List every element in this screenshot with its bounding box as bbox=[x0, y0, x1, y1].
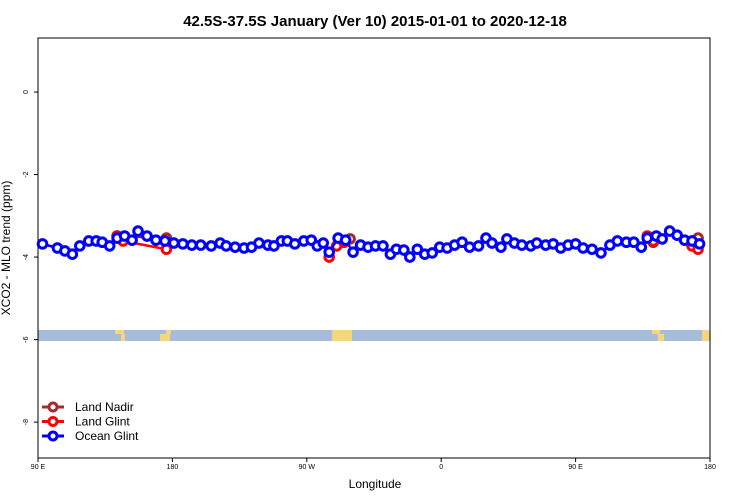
legend-label: Land Glint bbox=[75, 415, 130, 429]
point bbox=[486, 237, 498, 249]
point bbox=[177, 238, 189, 250]
point bbox=[595, 247, 607, 259]
chart-title: 42.5S-37.5S January (Ver 10) 2015-01-01 … bbox=[183, 13, 567, 30]
point bbox=[220, 240, 232, 252]
point bbox=[289, 238, 301, 250]
x-tick-label: 90 W bbox=[299, 464, 316, 471]
point bbox=[141, 230, 153, 242]
plot-frame bbox=[37, 37, 711, 459]
point bbox=[377, 240, 389, 252]
point bbox=[229, 241, 241, 253]
point bbox=[516, 239, 528, 251]
surface-strip bbox=[38, 330, 710, 341]
x-tick-label: 180 bbox=[704, 464, 716, 471]
x-tick-label: 0 bbox=[439, 464, 443, 471]
point bbox=[495, 241, 507, 253]
series-line bbox=[117, 236, 698, 238]
point bbox=[66, 248, 79, 260]
point bbox=[186, 239, 198, 251]
point bbox=[317, 237, 330, 249]
point bbox=[635, 241, 648, 253]
x-tick-label: 180 bbox=[167, 464, 179, 471]
legend-label: Ocean Glint bbox=[75, 429, 139, 443]
point bbox=[628, 236, 640, 249]
x-axis-label: Longitude bbox=[349, 477, 402, 491]
point bbox=[656, 233, 669, 245]
y-tick-label: 0 bbox=[23, 90, 30, 94]
point bbox=[641, 232, 654, 244]
legend-marker bbox=[47, 401, 59, 413]
point bbox=[577, 242, 589, 254]
y-tick-label: -4 bbox=[23, 254, 30, 260]
legend-label: Land Nadir bbox=[75, 400, 134, 414]
point bbox=[671, 229, 683, 242]
point bbox=[205, 240, 218, 252]
point bbox=[168, 237, 180, 249]
point bbox=[347, 246, 359, 258]
y-axis-label: XCO2 - MLO trend (ppm) bbox=[0, 181, 13, 316]
point bbox=[36, 238, 49, 250]
point bbox=[268, 240, 280, 252]
point bbox=[253, 237, 265, 249]
x-tick-label: 90 E bbox=[31, 464, 46, 471]
legend-marker bbox=[47, 416, 59, 427]
point bbox=[339, 234, 352, 246]
point bbox=[194, 239, 207, 251]
point bbox=[456, 236, 468, 249]
point bbox=[463, 241, 476, 253]
point bbox=[530, 237, 543, 249]
x-tick-label: 90 E bbox=[568, 464, 583, 471]
point bbox=[150, 234, 162, 246]
point bbox=[159, 235, 171, 247]
point bbox=[693, 238, 706, 250]
point bbox=[126, 234, 138, 246]
point bbox=[323, 246, 336, 258]
y-tick-label: -6 bbox=[23, 336, 30, 342]
y-tick-label: -2 bbox=[23, 171, 30, 177]
point bbox=[426, 247, 439, 259]
y-tick-label: -8 bbox=[23, 419, 30, 425]
point bbox=[411, 243, 424, 256]
point bbox=[611, 235, 624, 247]
point bbox=[103, 240, 116, 252]
point bbox=[586, 243, 598, 256]
legend-marker bbox=[47, 430, 59, 442]
point bbox=[398, 244, 410, 256]
point bbox=[404, 251, 416, 263]
point bbox=[74, 240, 86, 252]
point bbox=[132, 225, 144, 237]
point bbox=[472, 240, 485, 252]
